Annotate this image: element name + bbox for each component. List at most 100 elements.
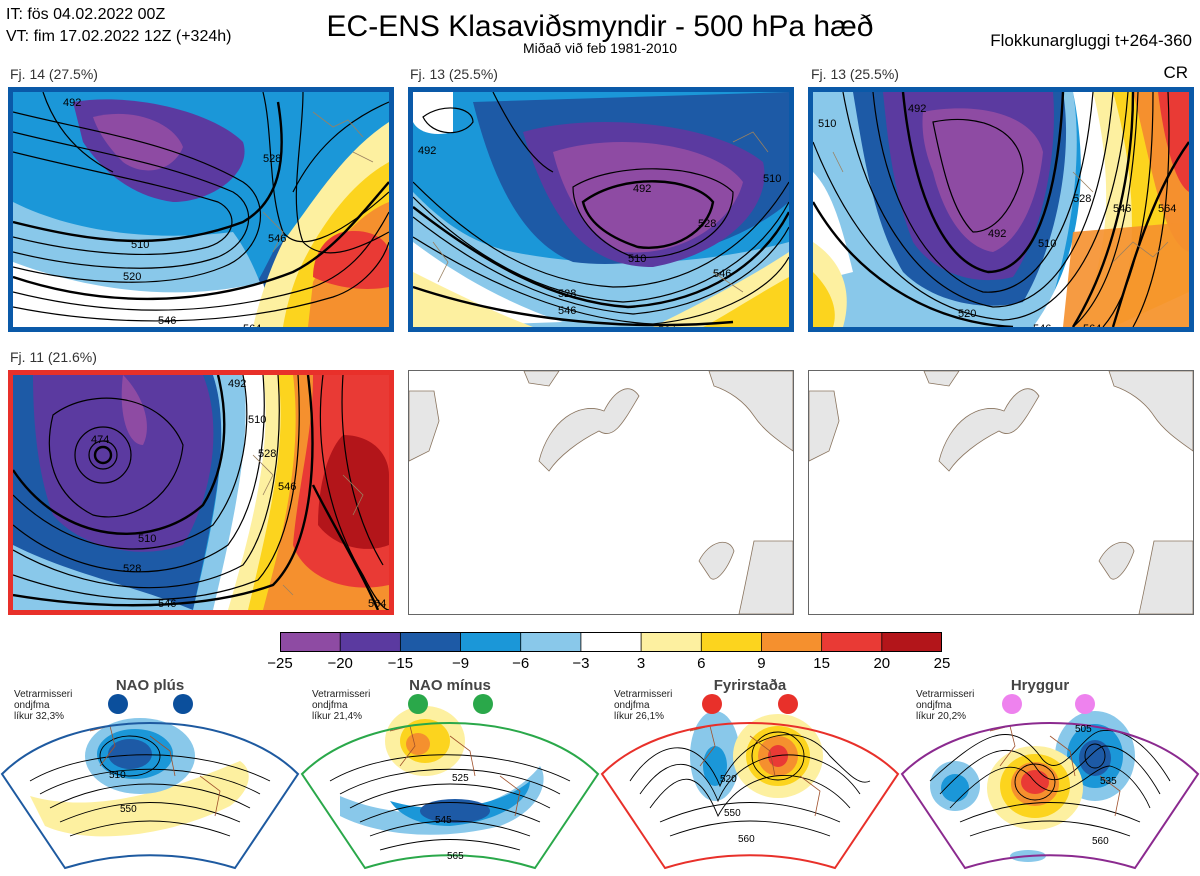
regime-title: Fyrirstaða (713, 677, 787, 694)
regime-frame (0, 722, 300, 870)
regime-contour-label: 550 (120, 804, 137, 815)
cluster-3-contour-label: 510 (1038, 238, 1056, 250)
cluster-1-contour-label: 528 (263, 153, 281, 165)
cluster-4-contour-label: 510 (248, 414, 266, 426)
cluster-map-4-svg: 474 492 510 528 546 510 528 546 564 (13, 375, 389, 610)
cluster-2-contour-label: 510 (628, 253, 646, 265)
cluster-label-4: Fj. 11 (21.6%) (10, 349, 97, 365)
cluster-map-3-svg: 492 492 510 510 528 546 564 520 546 564 (813, 92, 1189, 327)
regime-info-line: líkur 26,1% (614, 711, 665, 722)
cluster-1-contour-label: 510 (131, 239, 149, 251)
regime-contour-label: 535 (1100, 776, 1117, 787)
cluster-2-contour-label: 492 (418, 145, 436, 157)
cluster-3-contour-label: 564 (1083, 323, 1101, 327)
regime-title: NAO plús (115, 677, 185, 694)
colorbar-tick-label: 9 (757, 655, 766, 672)
cluster-map-1: 510 520 528 546 546 564 492 (8, 87, 394, 332)
cluster-4-contour-label: 546 (158, 598, 176, 610)
cluster-1-contour-label: 520 (123, 271, 141, 283)
cluster-3-contour-label: 528 (1073, 193, 1091, 205)
regime-contour-label: 550 (724, 808, 741, 819)
regime-blocking: 520 550 560 Fyrirstaða Vetrarmisseri ond… (600, 676, 900, 871)
colorbar-tick-label: 15 (813, 655, 830, 672)
regime-info-line: ondjfma (614, 700, 650, 711)
cluster-map-1-svg: 510 520 528 546 546 564 492 (13, 92, 389, 327)
colorbar-swatch (280, 632, 341, 652)
colorbar-swatch (460, 632, 522, 652)
cluster-1-contour-label: 564 (243, 323, 261, 327)
colorbar-tick-label: 3 (636, 655, 646, 672)
cluster-1-contour-label: 546 (158, 315, 176, 327)
cluster-4-contour-label: 528 (258, 448, 276, 460)
cluster-4-contour-label: 564 (368, 598, 386, 610)
regime-frame (900, 722, 1200, 870)
cluster-4-contour-label: 546 (278, 481, 296, 493)
regime-info-line: Vetrarmisseri (312, 689, 371, 700)
cluster-3-contour-label: 520 (958, 308, 976, 320)
regime-dot (408, 694, 428, 714)
page-title: EC-ENS Klasaviðsmyndir - 500 hPa hæð (326, 10, 874, 43)
colorbar-swatch (340, 632, 401, 652)
cluster-3-contour-label: 564 (1158, 203, 1176, 215)
cluster-3-contour-label: 492 (988, 228, 1006, 240)
regime-contour-label: 510 (109, 770, 126, 781)
regime-info-line: líkur 32,3% (14, 711, 65, 722)
regime-dot (108, 694, 128, 714)
colorbar-tick-label: −3 (572, 655, 590, 672)
valid-time: VT: fim 17.02.2022 12Z (+324h) (6, 28, 232, 45)
regime-nao-plus-svg: 510 550 (0, 694, 300, 870)
regime-contour-label: 520 (720, 774, 737, 785)
colorbar-swatch (701, 632, 762, 652)
colorbar-swatch (881, 632, 943, 652)
regime-info: Vetrarmisseri ondjfma líkur 32,3% (14, 689, 72, 722)
colorbar-swatch (761, 632, 823, 652)
cluster-4-contour-label: 474 (91, 434, 109, 446)
colorbar-tick-label: −25 (267, 655, 293, 672)
regime-dot (173, 694, 193, 714)
cluster-label-2: Fj. 13 (25.5%) (410, 66, 498, 82)
header-times: IT: fös 04.02.2022 00Z VT: fim 17.02.202… (6, 4, 231, 48)
regime-nao-plus: 510 550 NAO plús Vetrarmisseri ondjfma l… (0, 676, 300, 871)
cluster-2-contour-label: 546 (558, 305, 576, 317)
regime-dot (1002, 694, 1022, 714)
cluster-2-contour-label: 546 (713, 268, 731, 280)
regime-title: NAO mínus (409, 677, 491, 694)
cluster-2-contour-label: 564 (658, 325, 676, 327)
regime-ridge: 505 535 560 Hryggur Vetrarmisseri ondjfm… (900, 676, 1200, 871)
regime-contour-label: 565 (447, 851, 464, 862)
regime-nao-minus: 525 545 565 NAO mínus Vetrarmisseri ondj… (300, 676, 600, 871)
empty-map-1 (408, 370, 794, 615)
regime-info-line: Vetrarmisseri (916, 689, 975, 700)
regime-blocking-svg: 520 550 560 (600, 694, 900, 870)
cluster-1-contour-label: 546 (268, 233, 286, 245)
colorbar-labels: −25 −20 −15 −9 −6 −3 3 6 9 15 20 25 (267, 655, 950, 673)
regime-info-line: Vetrarmisseri (614, 689, 673, 700)
colorbar-tick-label: −6 (512, 655, 530, 672)
empty-map-2-svg (809, 371, 1193, 614)
empty-map-1-svg (409, 371, 793, 614)
cluster-3-contour-label: 510 (818, 118, 836, 130)
regime-dot (778, 694, 798, 714)
regime-ridge-svg: 505 535 560 (900, 694, 1200, 870)
cluster-2-contour-label: 528 (698, 218, 716, 230)
colorbar-tick-label: −20 (327, 655, 353, 672)
regime-info-line: líkur 20,2% (916, 711, 967, 722)
issue-time: IT: fös 04.02.2022 00Z (6, 6, 166, 23)
regime-info: Vetrarmisseri ondjfma líkur 26,1% (614, 689, 672, 722)
regime-contour-label: 505 (1075, 724, 1092, 735)
regime-info-line: ondjfma (312, 700, 348, 711)
cluster-label-1: Fj. 14 (27.5%) (10, 66, 98, 82)
colorbar-border (280, 632, 942, 652)
regime-contour-label: 525 (452, 773, 469, 784)
colorbar-swatch (520, 632, 582, 652)
cluster-4-contour-label: 492 (228, 378, 246, 390)
regime-contour-label: 560 (738, 834, 755, 845)
colorbar-swatch (641, 632, 702, 652)
regime-info-line: líkur 21,4% (312, 711, 363, 722)
cluster-2-contour-label: 492 (633, 183, 651, 195)
cluster-map-2: 492 492 510 528 510 528 546 546 564 (408, 87, 794, 332)
regime-dot (473, 694, 493, 714)
regime-contour-label: 560 (1092, 836, 1109, 847)
classification-window: Flokkunargluggi t+264-360 (990, 31, 1192, 50)
empty-map-2 (808, 370, 1194, 615)
